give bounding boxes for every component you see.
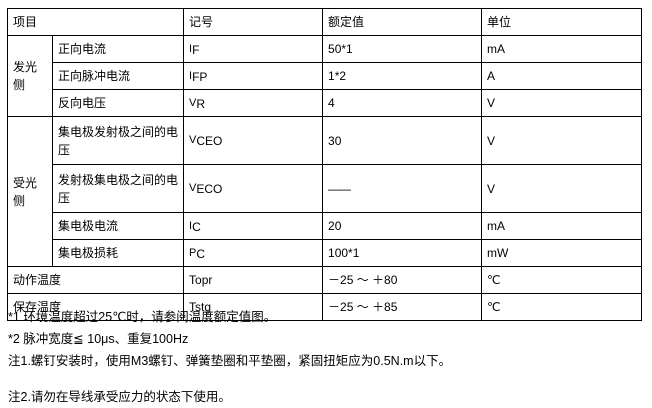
symbol-cell: PC — [183, 239, 324, 267]
footnotes-block: *1 环境温度超过25℃时，请参阅温度额定值图。 *2 脉冲宽度≦ 10μs、重… — [8, 306, 644, 408]
table-row: 反向电压 VR 4 V — [8, 89, 643, 117]
rated-value: 100*1 — [322, 239, 483, 267]
symbol-cell: Topr — [183, 266, 324, 294]
unit-value: V — [481, 89, 643, 117]
footnote-2: *2 脉冲宽度≦ 10μs、重复100Hz — [8, 332, 189, 346]
absolute-maximum-ratings-table: 项目 记号 额定值 单位 发光侧 正向电流 IF 50*1 mA 正向脉冲电流 … — [6, 8, 643, 321]
symbol-subscript: R — [196, 97, 206, 112]
rated-value: 30 — [322, 116, 483, 165]
header-cell-item: 项目 — [6, 8, 185, 36]
symbol-subscript: F — [192, 43, 200, 58]
table-row: 集电极电流 IC 20 mA — [8, 212, 643, 240]
item-name: 集电极损耗 — [51, 239, 185, 267]
symbol-cell: VR — [183, 89, 324, 117]
symbol-main: I — [189, 219, 193, 232]
item-name: 集电极发射极之间的电压 — [51, 116, 185, 165]
table-row: 发光侧 正向电流 IF 50*1 mA — [7, 35, 643, 117]
unit-value: mW — [481, 239, 643, 267]
group-label-emitter: 发光侧 — [7, 35, 53, 117]
note-2: 注2.请勿在导线承受应力的状态下使用。 — [8, 390, 231, 404]
symbol-subscript: ECO — [196, 182, 223, 197]
header-cell-unit: 单位 — [481, 8, 643, 36]
unit-value: A — [481, 62, 643, 90]
symbol-subscript: FP — [192, 70, 208, 85]
item-name: 反向电压 — [51, 89, 185, 117]
item-name-storage-temperature: 保存温度 — [6, 293, 185, 321]
symbol-subscript: C — [196, 247, 206, 262]
footnote-1: *1 环境温度超过25℃时，请参阅温度额定值图。 — [8, 310, 277, 324]
symbol-cell: IFP — [183, 62, 324, 90]
group-label-detector: 受光侧 — [7, 116, 53, 267]
item-name: 正向脉冲电流 — [51, 62, 185, 90]
symbol-subscript: C — [192, 220, 201, 235]
table-row: 发射极集电极之间的电压 VECO —— V — [8, 164, 643, 213]
symbol-main: I — [189, 69, 193, 82]
symbol-cell: VECO — [183, 164, 324, 213]
header-cell-rated-value: 额定值 — [322, 8, 483, 36]
symbol-main: V — [189, 96, 197, 109]
rated-value: 50*1 — [322, 35, 483, 63]
table-row: 保存温度 Tstg －25 ～ ＋85 ℃ — [6, 293, 643, 321]
item-name-operating-temperature: 动作温度 — [6, 266, 185, 294]
symbol-subscript: CEO — [196, 134, 223, 149]
symbol-main: V — [189, 182, 197, 195]
rated-value: －25 ～ ＋80 — [322, 266, 483, 294]
symbol-cell: VCEO — [183, 116, 324, 165]
rated-value: —— — [322, 164, 483, 213]
header-cell-symbol: 记号 — [183, 8, 324, 36]
item-name: 集电极电流 — [51, 212, 185, 240]
unit-value: V — [481, 116, 643, 165]
symbol-cell: IC — [183, 212, 324, 240]
unit-value: mA — [481, 35, 643, 63]
rated-value: 20 — [322, 212, 483, 240]
symbol-cell: IF — [183, 35, 324, 63]
symbol-main: P — [189, 246, 197, 259]
table-row: 受光侧 集电极发射极之间的电压 VCEO 30 V — [7, 116, 643, 267]
table-row: 动作温度 Topr －25 ～ ＋80 ℃ — [6, 266, 643, 294]
item-name: 正向电流 — [51, 35, 185, 63]
note-1: 注1.螺钉安装时，使用M3螺钉、弹簧垫圈和平垫圈，紧固扭矩应为0.5N.m以下。 — [8, 354, 452, 368]
item-name: 发射极集电极之间的电压 — [51, 164, 185, 213]
unit-value: ℃ — [481, 266, 643, 294]
symbol-main: V — [189, 134, 197, 147]
rated-value: 4 — [322, 89, 483, 117]
table-row: 集电极损耗 PC 100*1 mW — [8, 239, 643, 267]
rated-value: －25 ～ ＋85 — [322, 293, 483, 321]
table-row: 正向脉冲电流 IFP 1*2 A — [8, 62, 643, 90]
symbol-main: I — [189, 42, 193, 55]
rated-value: 1*2 — [322, 62, 483, 90]
unit-value: mA — [481, 212, 643, 240]
table-header-row: 项目 记号 额定值 单位 — [6, 8, 643, 36]
unit-value: ℃ — [481, 293, 643, 321]
unit-value: V — [481, 164, 643, 213]
symbol-cell: Tstg — [183, 293, 324, 321]
